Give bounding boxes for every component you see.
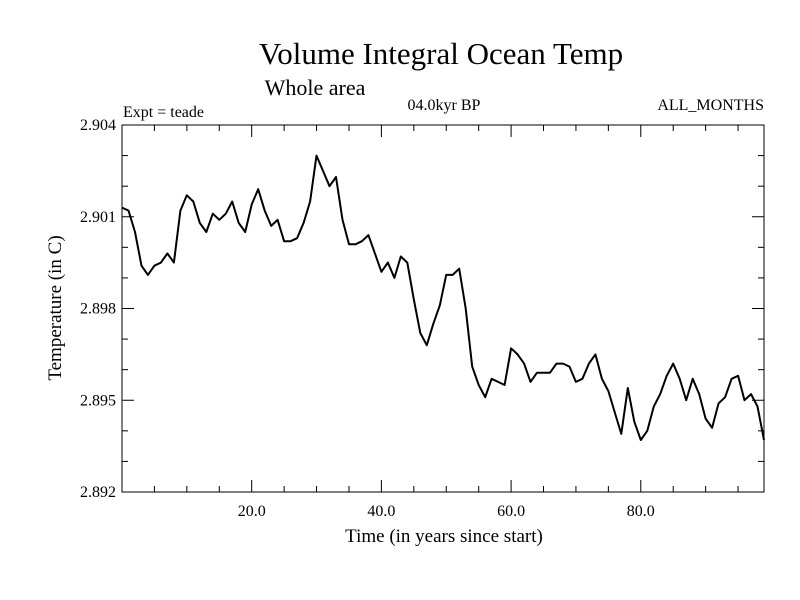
y-axis-label: Temperature (in C) — [45, 235, 66, 380]
axes: 20.0 40.0 60.0 80.0 2.892 2.895 2.898 2.901 2.90… — [80, 117, 765, 520]
plot-frame — [121, 124, 765, 493]
x-tick-label: 40.0 — [367, 503, 395, 520]
x-tick-label: 20.0 — [238, 503, 266, 520]
series — [121, 154, 765, 441]
months-label: ALL_MONTHS — [657, 97, 764, 114]
y-tick-label: 2.892 — [80, 484, 116, 501]
experiment-label: Expt = teade — [123, 104, 204, 121]
series-line — [121, 154, 765, 441]
y-tick-label: 2.904 — [80, 117, 116, 134]
x-axis-label: Time (in years since start) — [345, 526, 543, 547]
y-tick-label: 2.898 — [80, 301, 116, 318]
x-tick-label: 80.0 — [627, 503, 655, 520]
chart-subtitle: Whole area — [265, 75, 366, 100]
chart-title: Volume Integral Ocean Temp — [259, 36, 623, 71]
x-tick-label: 60.0 — [497, 503, 525, 520]
y-tick-label: 2.895 — [80, 392, 116, 409]
period-label: 04.0kyr BP — [408, 97, 481, 114]
y-tick-label: 2.901 — [80, 209, 116, 226]
